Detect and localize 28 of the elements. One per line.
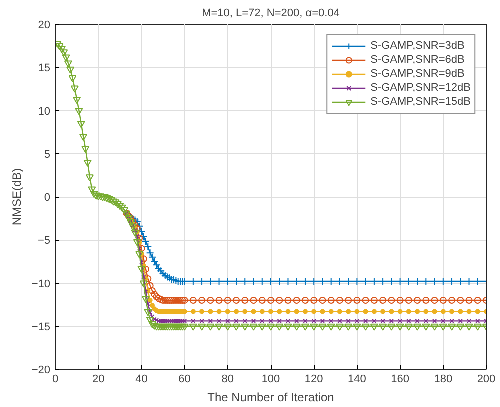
- x-tick-label: 0: [52, 374, 59, 386]
- legend-label: S-GAMP,SNR=3dB: [370, 39, 465, 53]
- y-tick-label: −10: [32, 278, 51, 290]
- x-tick-label: 160: [391, 374, 410, 386]
- x-tick-label: 120: [304, 374, 324, 386]
- x-tick-label: 40: [136, 374, 148, 386]
- legend-label: S-GAMP,SNR=15dB: [370, 95, 471, 109]
- y-tick-label: −15: [32, 321, 51, 334]
- legend-label: S-GAMP,SNR=9dB: [370, 67, 465, 81]
- y-tick-label: 20: [38, 20, 51, 32]
- y-tick-label: −5: [38, 235, 51, 248]
- legend-label: S-GAMP,SNR=12dB: [370, 81, 471, 95]
- y-tick-label: 15: [38, 62, 51, 75]
- x-tick-label: 200: [477, 374, 496, 386]
- x-tick-label: 60: [178, 374, 191, 386]
- chart-title: M=10, L=72, N=200, α=0.04: [202, 8, 340, 20]
- x-tick-label: 80: [222, 374, 234, 386]
- legend-label: S-GAMP,SNR=6dB: [370, 53, 465, 67]
- y-tick-label: 5: [44, 148, 51, 161]
- y-tick-label: 10: [38, 106, 51, 118]
- y-tick-label: 0: [44, 192, 51, 204]
- x-tick-label: 180: [434, 374, 453, 386]
- x-axis-title: The Number of Iteration: [208, 390, 334, 404]
- y-axis-title: NMSE(dB): [10, 168, 24, 226]
- y-tick-label: −20: [32, 364, 51, 376]
- x-tick-label: 140: [348, 374, 366, 386]
- x-tick-label: 20: [92, 374, 105, 386]
- x-tick-label: 100: [262, 374, 280, 386]
